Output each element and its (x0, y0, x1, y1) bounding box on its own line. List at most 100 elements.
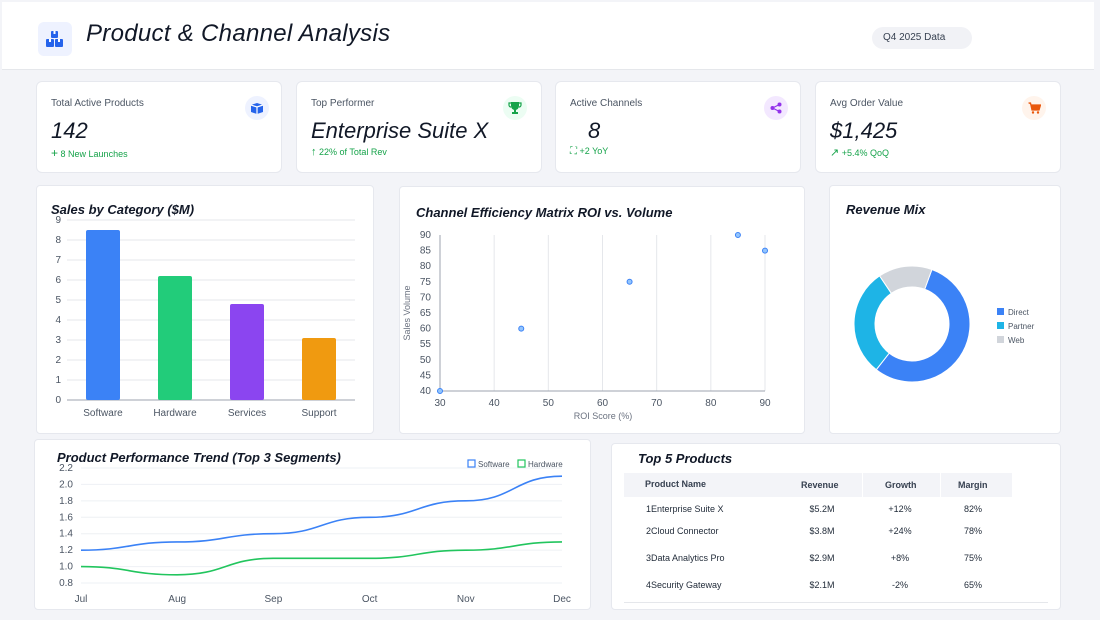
y-tick-label: 90 (420, 230, 432, 241)
bar-software (86, 230, 120, 400)
plus-icon: + (51, 146, 59, 160)
kpi-value: Enterprise Suite X (311, 118, 489, 143)
kpi-card-total-products: Total Active Products 142 + 8 New Launch… (36, 81, 282, 173)
bar-services (230, 304, 264, 400)
y-tick-label: 2.0 (59, 479, 73, 490)
kpi-value: 142 (51, 118, 88, 143)
x-tick-label: Sep (265, 594, 283, 605)
bar-support (302, 338, 336, 400)
y-tick-label: 2.2 (59, 463, 73, 474)
bar-chart: 0 1 2 3 4 5 6 7 8 9 Software Hardware Services Suppor… (55, 215, 355, 419)
table-cell: +24% (888, 526, 912, 536)
y-tick-label: 60 (420, 324, 432, 335)
y-tick-label: 8 (55, 235, 61, 246)
table-divider (624, 602, 1048, 603)
y-tick-label: 6 (55, 275, 61, 286)
x-tick-label: 40 (489, 398, 501, 409)
x-tick-label: Software (83, 408, 123, 419)
period-badge[interactable]: Q4 2025 Data (872, 27, 972, 49)
table-cell: +12% (888, 504, 912, 514)
panel-title: Channel Efficiency Matrix ROI vs. Volume (416, 205, 673, 220)
table-cell: $5.2M (809, 504, 835, 514)
table-cell: -2% (891, 580, 908, 590)
x-tick-label: 80 (705, 398, 717, 409)
scatter-point (734, 232, 741, 238)
legend-label: Web (1008, 336, 1025, 345)
y-tick-label: 9 (55, 215, 61, 226)
kpi-value: 8 (588, 118, 601, 143)
x-tick-label: Hardware (153, 408, 197, 419)
column-header-growth[interactable]: Growth (863, 473, 940, 497)
expand-icon: ⛶ (570, 146, 577, 157)
page-title: Product & Channel Analysis (86, 20, 391, 47)
kpi-card-top-performer: Top Performer Enterprise Suite X ↑ 22% o… (296, 81, 542, 173)
trophy-icon (503, 96, 527, 120)
y-tick-label: 45 (420, 370, 432, 381)
table-cell: +8% (890, 553, 910, 563)
table-cell: $2.9M (809, 553, 835, 563)
legend-swatch (467, 459, 476, 468)
table-cell: 75% (963, 553, 982, 563)
y-tick-label: 1.0 (59, 562, 73, 573)
kpi-delta-text: 22% of Total Rev (319, 147, 387, 157)
legend-label: Software (478, 460, 510, 469)
legend-swatch (997, 308, 1004, 315)
legend-label: Direct (1008, 308, 1030, 317)
channel-matrix-panel: Channel Efficiency Matrix ROI vs. Volume… (399, 186, 805, 434)
box-icon (245, 96, 269, 120)
y-tick-label: 0.8 (59, 578, 73, 589)
x-tick-label: Nov (457, 594, 475, 605)
x-tick-label: 50 (543, 398, 555, 409)
panel-title: Revenue Mix (846, 202, 926, 217)
legend-label: Hardware (528, 460, 563, 469)
sales-by-category-panel: Sales by Category ($M) 0 1 2 3 4 5 6 7 8 9 Softwar… (36, 185, 374, 434)
kpi-label: Top Performer (311, 98, 375, 109)
y-tick-label: 7 (55, 255, 61, 266)
cart-icon (1022, 96, 1046, 120)
kpi-label: Active Channels (570, 98, 643, 109)
column-header-margin[interactable]: Margin (941, 473, 1012, 497)
legend-label: Partner (1008, 322, 1035, 331)
kpi-delta: + 8 New Launches (51, 146, 128, 160)
revenue-mix-panel: Revenue Mix Direct Partner Web (829, 185, 1061, 434)
series-line-hardware (80, 541, 563, 576)
x-tick-label: Oct (362, 594, 378, 605)
kpi-delta: ↗ +5.4% QoQ (830, 146, 889, 159)
y-tick-label: 1.8 (59, 496, 73, 507)
column-header-revenue[interactable]: Revenue (786, 473, 862, 497)
table-cell: 1Enterprise Suite X (646, 504, 724, 514)
table-cell: $3.8M (809, 526, 835, 536)
y-tick-label: 1.2 (59, 545, 73, 556)
kpi-delta: ↑ 22% of Total Rev (311, 146, 387, 158)
table-cell: 4Security Gateway (646, 580, 722, 590)
kpi-delta: ⛶ +2 YoY (570, 146, 608, 157)
x-tick-label: Dec (553, 594, 571, 605)
y-tick-label: 85 (420, 246, 432, 257)
trend-up-icon: ↗ (830, 147, 840, 159)
table-cell: $2.1M (809, 580, 835, 590)
kpi-card-active-channels: Active Channels 8 ⛶ +2 YoY (555, 81, 801, 173)
panel-title: Product Performance Trend (Top 3 Segment… (57, 450, 341, 465)
y-tick-label: 0 (55, 395, 61, 406)
y-tick-label: 70 (420, 292, 432, 303)
arrow-up-icon: ↑ (311, 146, 317, 158)
slice-partner (853, 275, 893, 371)
boxes-icon (38, 22, 72, 56)
y-tick-label: 5 (55, 295, 61, 306)
kpi-label: Total Active Products (51, 98, 144, 109)
table-cell: 3Data Analytics Pro (646, 553, 725, 563)
y-tick-label: 65 (420, 308, 432, 319)
y-tick-label: 50 (420, 355, 432, 366)
kpi-delta-text: +5.4% QoQ (841, 148, 890, 158)
bar-hardware (158, 276, 192, 400)
y-tick-label: 2 (55, 355, 61, 366)
kpi-label: Avg Order Value (830, 98, 904, 109)
column-header-product[interactable]: Product Name (624, 473, 786, 497)
x-tick-label: Aug (168, 594, 186, 605)
kpi-delta-text: 8 New Launches (60, 149, 128, 159)
x-tick-label: 70 (651, 398, 663, 409)
kpi-card-avg-order-value: Avg Order Value $1,425 ↗ +5.4% QoQ (815, 81, 1061, 173)
legend-swatch (517, 459, 526, 468)
legend-swatch (997, 322, 1004, 329)
